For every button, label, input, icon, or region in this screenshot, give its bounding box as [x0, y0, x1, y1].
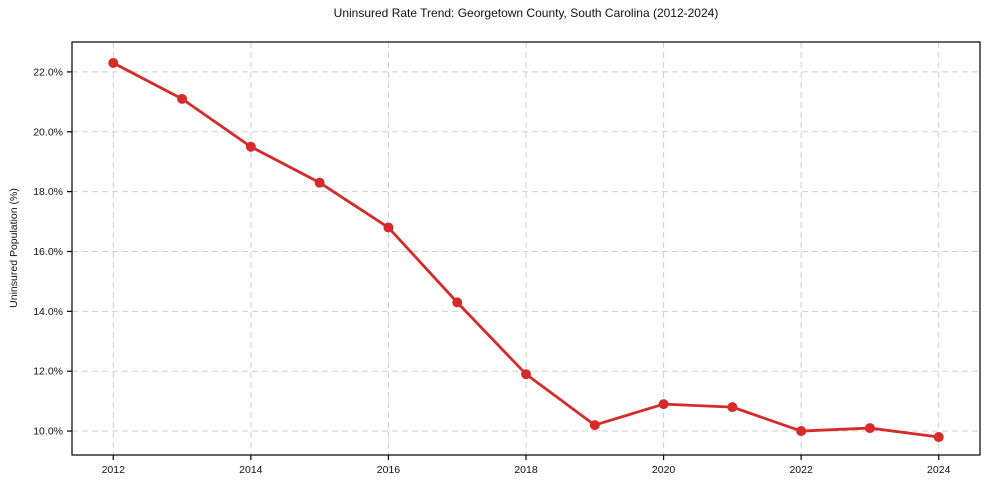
x-tick-label: 2014	[239, 464, 263, 476]
data-point-marker	[245, 141, 256, 152]
data-point-marker	[796, 426, 807, 437]
x-tick-label: 2024	[927, 464, 951, 476]
y-tick-label: 14.0%	[33, 306, 63, 318]
x-tick-label: 2012	[102, 464, 126, 476]
data-point-marker	[383, 222, 394, 233]
y-tick-label: 16.0%	[33, 246, 63, 258]
x-tick-label: 2018	[514, 464, 538, 476]
x-tick-label: 2022	[789, 464, 813, 476]
y-tick-label: 20.0%	[33, 126, 63, 138]
data-point-marker	[314, 177, 325, 188]
data-point-marker	[658, 399, 669, 410]
data-point-marker	[864, 423, 875, 434]
data-point-marker	[521, 369, 531, 380]
x-tick-label: 2016	[377, 464, 401, 476]
data-point-marker	[727, 402, 738, 413]
y-tick-label: 10.0%	[33, 426, 63, 438]
data-point-marker	[589, 420, 600, 431]
data-point-marker	[177, 93, 188, 104]
y-tick-label: 22.0%	[33, 66, 63, 78]
data-point-marker	[452, 297, 463, 308]
y-tick-label: 12.0%	[33, 366, 63, 378]
x-tick-label: 2020	[652, 464, 676, 476]
data-point-marker	[108, 57, 119, 68]
chart-title: Uninsured Rate Trend: Georgetown County,…	[333, 6, 719, 20]
trend-line	[111, 61, 941, 439]
y-tick-label: 18.0%	[33, 186, 63, 198]
data-point-marker	[933, 432, 944, 443]
